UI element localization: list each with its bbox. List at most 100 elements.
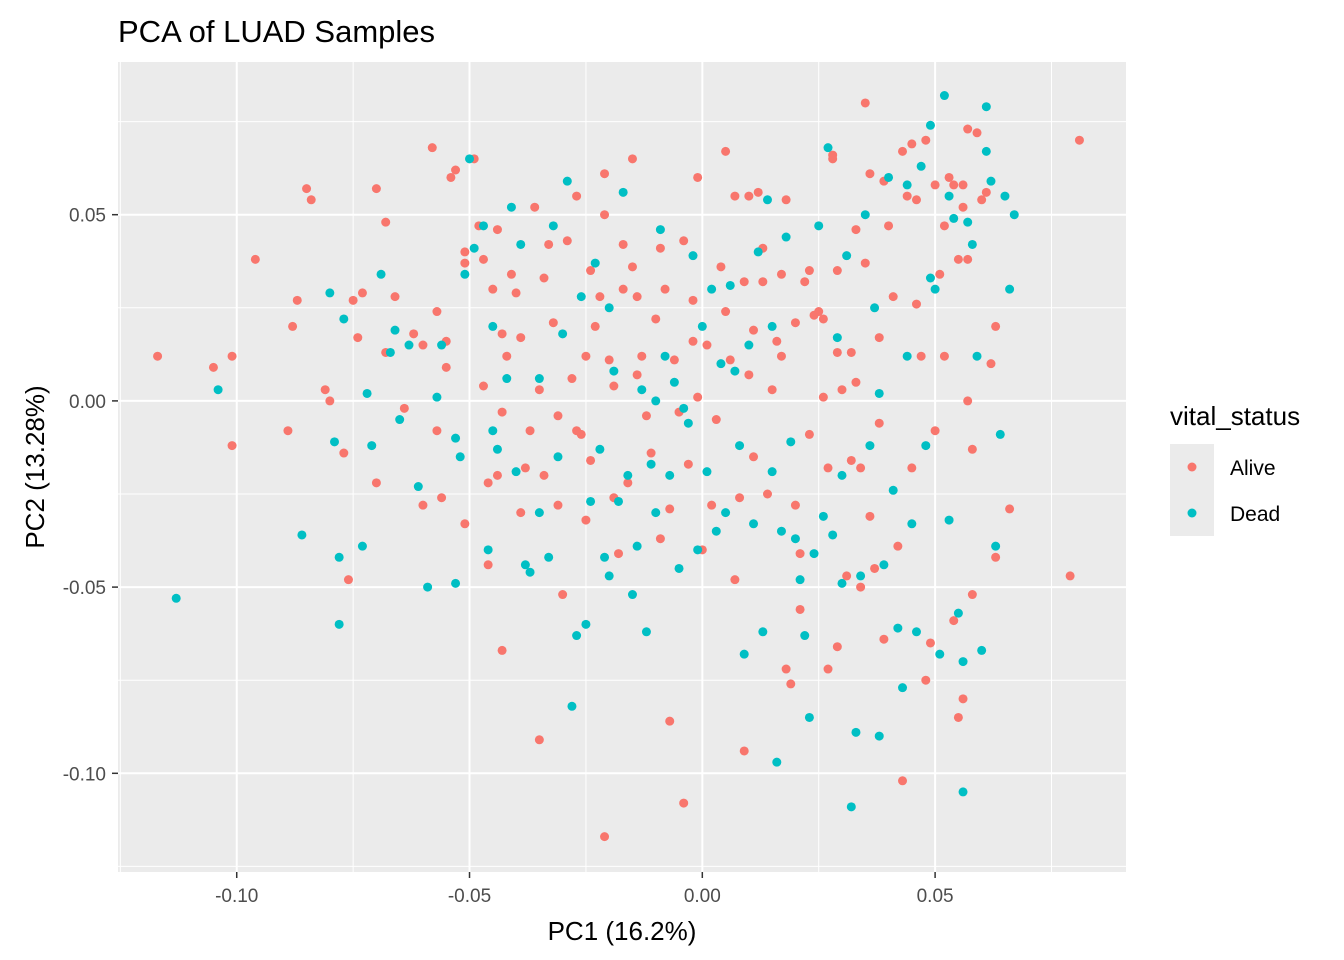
data-point-alive	[306, 195, 316, 205]
data-point-dead	[930, 284, 940, 294]
data-point-alive	[655, 534, 665, 544]
data-point-alive	[353, 333, 363, 343]
data-point-alive	[516, 508, 526, 518]
data-point-alive	[562, 236, 572, 246]
data-point-alive	[637, 351, 647, 361]
data-point-dead	[981, 102, 991, 112]
data-point-alive	[600, 210, 610, 220]
data-point-dead	[939, 91, 949, 101]
data-point-dead	[935, 649, 945, 659]
data-point-alive	[762, 489, 772, 499]
data-point-alive	[986, 359, 996, 369]
data-point-dead	[357, 541, 367, 551]
data-point-alive	[492, 470, 502, 480]
data-point-dead	[1009, 210, 1019, 220]
data-point-dead	[781, 232, 791, 242]
legend-key-dead	[1187, 508, 1197, 518]
data-point-alive	[818, 392, 828, 402]
data-point-alive	[953, 712, 963, 722]
data-point-alive	[753, 187, 763, 197]
data-point-alive	[483, 478, 493, 488]
data-point-alive	[432, 307, 442, 317]
data-point-alive	[646, 448, 656, 458]
data-point-dead	[823, 143, 833, 153]
data-point-dead	[683, 418, 693, 428]
data-point-alive	[856, 463, 866, 473]
data-point-alive	[958, 180, 968, 190]
data-point-dead	[413, 482, 423, 492]
data-point-dead	[641, 627, 651, 637]
data-point-dead	[646, 459, 656, 469]
data-point-alive	[614, 549, 624, 559]
data-point-alive	[911, 299, 921, 309]
data-point-dead	[916, 161, 926, 171]
data-point-alive	[1074, 135, 1084, 145]
data-point-alive	[856, 582, 866, 592]
data-point-dead	[651, 396, 661, 406]
data-point-alive	[600, 832, 610, 842]
data-point-alive	[823, 664, 833, 674]
data-point-alive	[916, 351, 926, 361]
data-point-dead	[534, 508, 544, 518]
data-point-dead	[660, 351, 670, 361]
data-point-alive	[930, 426, 940, 436]
data-point-alive	[418, 500, 428, 510]
data-point-alive	[730, 191, 740, 201]
data-point-dead	[995, 429, 1005, 439]
data-point-dead	[944, 515, 954, 525]
data-point-alive	[688, 336, 698, 346]
data-point-dead	[963, 217, 973, 227]
data-point-dead	[697, 321, 707, 331]
data-point-alive	[851, 225, 861, 235]
data-point-dead	[874, 731, 884, 741]
data-point-dead	[437, 340, 447, 350]
data-point-alive	[627, 262, 637, 272]
data-point-alive	[749, 325, 759, 335]
data-point-dead	[669, 377, 679, 387]
data-point-alive	[767, 385, 777, 395]
data-point-dead	[520, 560, 530, 570]
data-point-dead	[432, 392, 442, 402]
data-point-dead	[902, 351, 912, 361]
data-point-alive	[655, 243, 665, 253]
data-point-dead	[604, 303, 614, 313]
data-point-alive	[958, 202, 968, 212]
data-point-alive	[371, 184, 381, 194]
data-point-dead	[590, 258, 600, 268]
data-point-alive	[399, 403, 409, 413]
data-point-alive	[874, 418, 884, 428]
data-point-alive	[567, 374, 577, 384]
data-point-dead	[451, 578, 461, 588]
data-point-dead	[851, 727, 861, 737]
data-point-dead	[600, 552, 610, 562]
data-point-alive	[721, 146, 731, 156]
data-point-dead	[516, 239, 526, 249]
data-point-alive	[907, 139, 917, 149]
data-point-dead	[1000, 191, 1010, 201]
data-point-alive	[586, 455, 596, 465]
data-point-alive	[590, 321, 600, 331]
data-point-dead	[614, 496, 624, 506]
data-point-alive	[478, 381, 488, 391]
data-point-dead	[879, 560, 889, 570]
data-point-dead	[544, 552, 554, 562]
data-point-dead	[758, 627, 768, 637]
legend: vital_status Alive Dead	[1170, 401, 1300, 536]
legend-label-alive: Alive	[1230, 457, 1276, 480]
data-point-alive	[283, 426, 293, 436]
data-point-alive	[427, 143, 437, 153]
y-tick-label: 0.05	[69, 206, 106, 227]
data-point-alive	[921, 675, 931, 685]
legend-key-alive	[1187, 462, 1197, 472]
data-point-dead	[483, 545, 493, 555]
data-point-dead	[730, 366, 740, 376]
data-point-alive	[502, 351, 512, 361]
data-point-alive	[683, 459, 693, 469]
data-point-alive	[441, 362, 451, 372]
data-point-alive	[418, 340, 428, 350]
data-point-alive	[357, 288, 367, 298]
data-point-alive	[730, 575, 740, 585]
data-point-dead	[925, 120, 935, 130]
data-point-dead	[665, 470, 675, 480]
data-point-alive	[832, 347, 842, 357]
